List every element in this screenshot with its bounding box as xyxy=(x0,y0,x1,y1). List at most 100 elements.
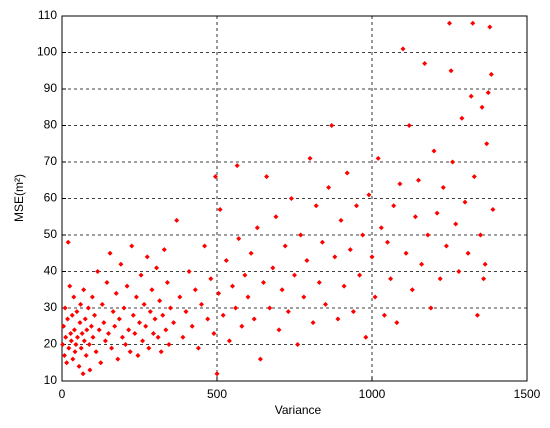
point xyxy=(186,269,192,274)
point xyxy=(338,217,344,223)
point xyxy=(487,24,493,30)
point xyxy=(419,261,425,267)
point xyxy=(183,309,189,315)
point xyxy=(313,203,319,209)
point xyxy=(276,327,282,333)
point xyxy=(72,349,78,355)
point xyxy=(166,342,172,347)
point xyxy=(93,349,99,355)
point xyxy=(77,320,83,326)
point xyxy=(135,352,141,358)
point xyxy=(335,316,341,322)
y-tick-label: 30 xyxy=(44,300,58,314)
point xyxy=(264,174,270,180)
y-tick-label: 20 xyxy=(44,337,58,351)
point xyxy=(230,283,235,289)
point xyxy=(363,334,369,340)
point xyxy=(216,290,222,296)
point xyxy=(304,258,310,264)
point xyxy=(110,309,116,315)
point xyxy=(468,93,474,99)
point xyxy=(282,243,288,249)
point xyxy=(101,320,107,326)
point xyxy=(431,148,437,154)
point xyxy=(288,196,294,201)
point xyxy=(422,60,428,66)
x-tick-label: 0 xyxy=(59,387,66,401)
point xyxy=(478,232,483,238)
point xyxy=(391,203,397,209)
point xyxy=(95,269,101,274)
y-tick-label: 50 xyxy=(44,227,58,241)
point xyxy=(107,250,113,256)
point xyxy=(150,331,156,337)
point xyxy=(140,338,146,344)
point xyxy=(481,276,487,282)
point xyxy=(316,279,322,285)
point xyxy=(459,115,465,121)
x-tick-label: 500 xyxy=(207,387,227,401)
point xyxy=(285,309,291,315)
point xyxy=(164,279,170,285)
point xyxy=(88,323,94,329)
point xyxy=(68,331,74,337)
point xyxy=(223,258,229,264)
point xyxy=(61,323,67,329)
point xyxy=(102,338,108,344)
point xyxy=(242,272,248,278)
point xyxy=(208,276,214,282)
point xyxy=(174,217,180,223)
point xyxy=(273,214,279,220)
point xyxy=(126,327,132,333)
point xyxy=(403,250,409,256)
point xyxy=(82,316,88,322)
point xyxy=(434,210,440,216)
point xyxy=(378,225,384,231)
point xyxy=(344,170,350,176)
point xyxy=(214,371,220,377)
y-tick-label: 100 xyxy=(37,45,57,59)
point xyxy=(138,272,144,278)
point xyxy=(295,342,301,347)
point xyxy=(341,283,347,289)
point xyxy=(381,312,387,318)
point xyxy=(270,265,276,271)
point xyxy=(217,206,223,212)
point xyxy=(400,46,406,52)
point xyxy=(279,287,285,293)
point xyxy=(99,301,105,307)
point xyxy=(123,342,129,347)
point xyxy=(456,269,462,274)
point xyxy=(326,185,332,191)
point xyxy=(129,243,135,249)
point xyxy=(109,345,115,351)
point xyxy=(470,20,476,26)
point xyxy=(65,316,71,322)
point xyxy=(160,312,166,318)
point xyxy=(375,155,381,161)
point xyxy=(73,342,79,347)
point xyxy=(416,177,421,183)
point xyxy=(233,305,239,311)
point xyxy=(239,323,245,329)
point xyxy=(440,185,446,191)
point xyxy=(115,356,121,362)
point xyxy=(205,316,211,322)
point xyxy=(428,305,434,311)
point xyxy=(406,123,412,128)
point xyxy=(76,363,82,369)
point xyxy=(385,239,390,245)
point xyxy=(366,192,372,198)
point xyxy=(189,323,195,329)
point xyxy=(488,71,494,77)
point xyxy=(171,320,177,326)
point xyxy=(147,309,153,315)
point xyxy=(61,352,67,358)
point xyxy=(234,163,240,169)
point xyxy=(118,261,124,267)
point xyxy=(158,349,164,355)
point xyxy=(226,338,232,344)
point xyxy=(127,349,133,355)
